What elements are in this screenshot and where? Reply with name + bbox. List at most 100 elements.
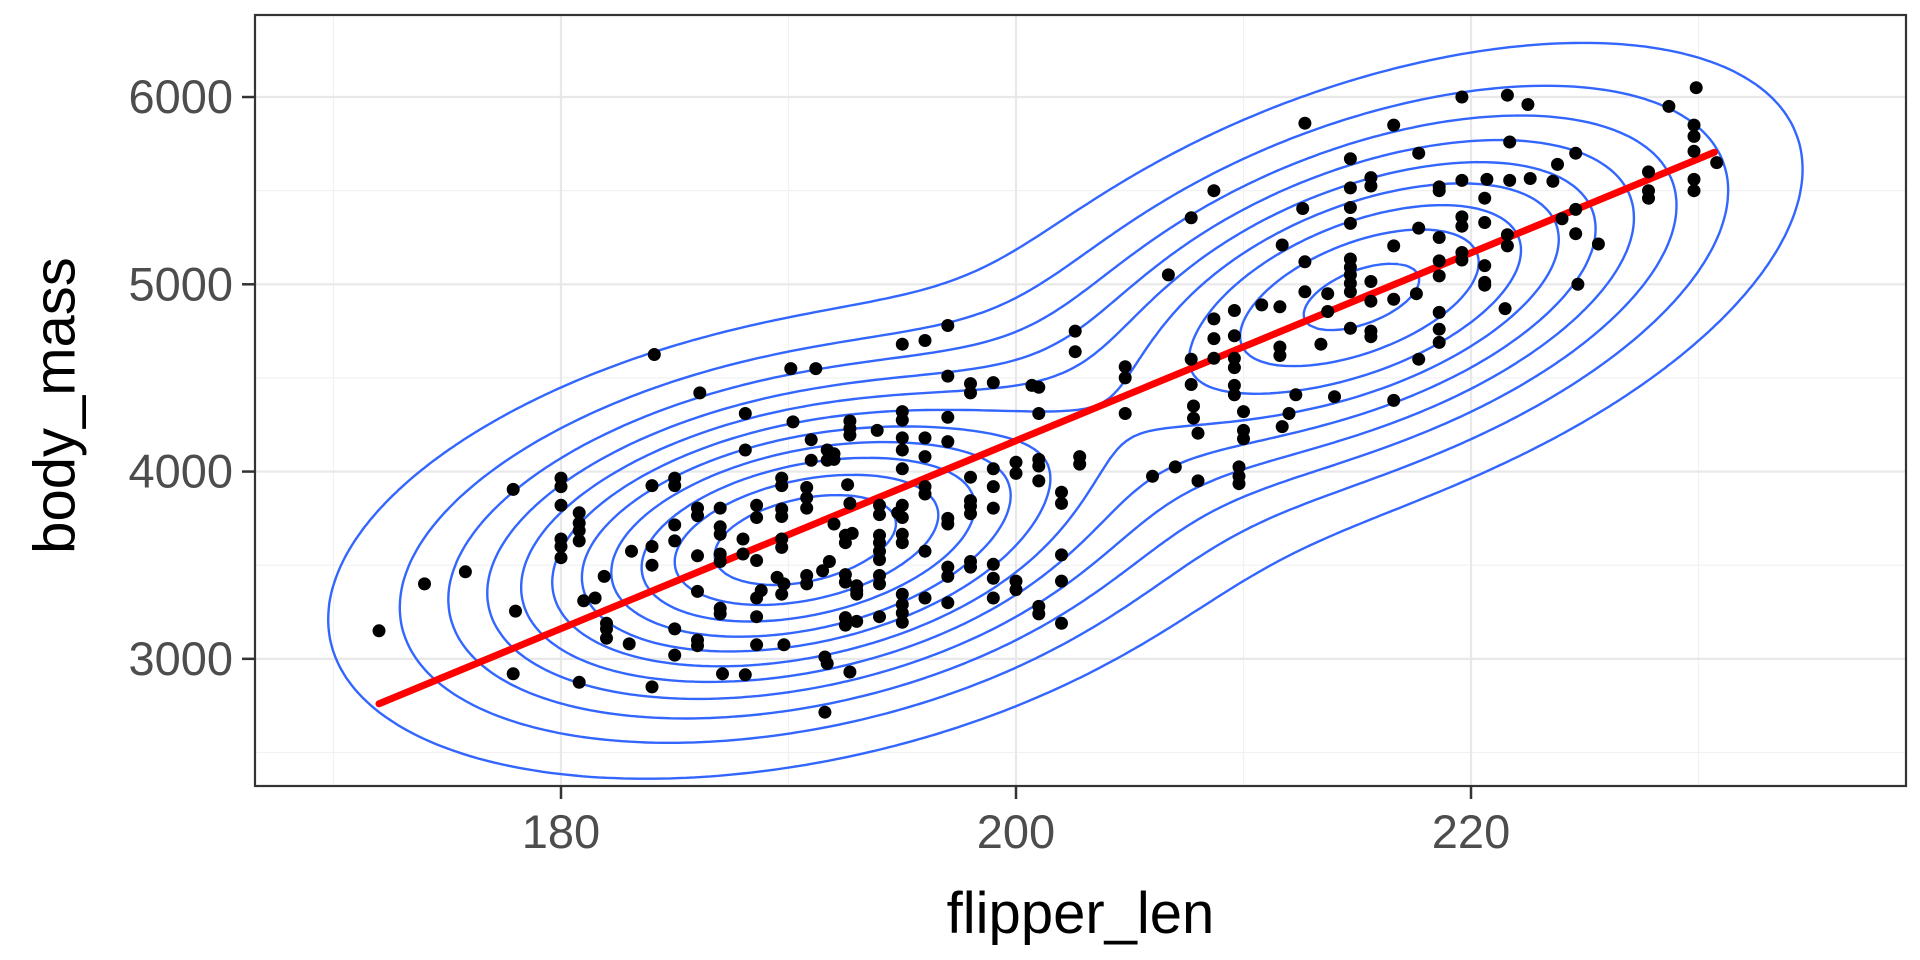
data-point bbox=[895, 615, 909, 629]
data-point bbox=[554, 540, 568, 553]
data-point bbox=[1168, 460, 1182, 474]
data-point bbox=[1455, 219, 1469, 233]
y-tick-label: 3000 bbox=[128, 632, 233, 685]
data-point bbox=[713, 501, 727, 515]
data-point bbox=[693, 386, 707, 400]
data-point bbox=[738, 443, 752, 457]
data-point bbox=[1227, 329, 1241, 343]
density-contour-level bbox=[447, 114, 1678, 720]
data-point bbox=[1500, 88, 1514, 102]
density-contour-level bbox=[398, 84, 1730, 744]
data-point bbox=[713, 527, 727, 541]
data-point bbox=[1032, 459, 1046, 473]
data-point bbox=[1343, 285, 1357, 299]
data-point bbox=[784, 362, 798, 376]
data-point bbox=[572, 534, 586, 548]
data-point bbox=[577, 594, 591, 608]
data-point bbox=[827, 452, 841, 466]
data-point bbox=[572, 506, 586, 520]
data-point bbox=[1146, 469, 1159, 483]
data-point bbox=[1055, 485, 1068, 499]
data-point bbox=[895, 443, 909, 457]
data-point bbox=[1296, 202, 1310, 215]
data-point bbox=[1343, 152, 1357, 166]
data-point bbox=[1455, 210, 1469, 224]
data-point bbox=[1161, 268, 1175, 282]
data-point bbox=[818, 705, 832, 719]
data-point bbox=[1478, 278, 1492, 292]
data-point bbox=[1571, 277, 1585, 291]
data-point bbox=[622, 637, 636, 651]
data-point bbox=[838, 618, 852, 632]
data-point bbox=[1432, 269, 1446, 283]
data-point bbox=[736, 532, 750, 546]
data-point bbox=[800, 501, 814, 515]
data-point bbox=[1055, 616, 1068, 630]
data-point bbox=[1551, 157, 1564, 171]
data-point bbox=[1687, 118, 1701, 132]
data-point bbox=[458, 565, 472, 579]
data-point bbox=[850, 587, 864, 601]
panel-border bbox=[253, 13, 1908, 788]
data-point bbox=[1314, 337, 1328, 351]
data-point bbox=[1321, 287, 1335, 301]
data-point bbox=[1273, 349, 1287, 362]
data-point bbox=[1412, 146, 1426, 160]
data-point bbox=[1055, 574, 1068, 588]
data-point bbox=[668, 518, 682, 532]
data-point bbox=[1500, 239, 1514, 253]
data-point bbox=[843, 665, 857, 679]
data-point bbox=[716, 667, 729, 681]
data-point bbox=[1569, 202, 1583, 216]
data-point bbox=[1298, 285, 1312, 299]
data-point bbox=[1642, 191, 1655, 205]
data-point bbox=[625, 544, 638, 558]
data-point bbox=[873, 553, 886, 567]
data-point bbox=[918, 544, 932, 558]
data-point bbox=[895, 431, 909, 445]
data-point bbox=[1187, 399, 1200, 413]
data-point bbox=[691, 549, 704, 563]
data-point bbox=[1364, 275, 1378, 288]
data-point bbox=[895, 536, 909, 550]
data-point bbox=[804, 433, 818, 447]
data-point bbox=[1237, 432, 1250, 446]
data-point bbox=[1480, 172, 1494, 186]
y-tick-label: 6000 bbox=[128, 70, 233, 123]
data-point bbox=[1432, 254, 1446, 268]
data-point bbox=[1500, 228, 1514, 242]
data-point bbox=[1232, 477, 1246, 491]
data-point bbox=[986, 480, 1000, 494]
data-point bbox=[1503, 135, 1517, 149]
data-point bbox=[843, 496, 857, 510]
data-point bbox=[1273, 300, 1287, 314]
data-point bbox=[1025, 378, 1039, 392]
data-point bbox=[645, 540, 659, 553]
data-point bbox=[668, 648, 682, 662]
data-point bbox=[1687, 172, 1701, 186]
y-tick-label: 5000 bbox=[128, 257, 233, 310]
data-point bbox=[1432, 231, 1446, 244]
data-point bbox=[964, 507, 977, 521]
data-point bbox=[1118, 407, 1132, 420]
data-point bbox=[418, 577, 431, 591]
data-point bbox=[1387, 393, 1401, 407]
data-point bbox=[800, 577, 814, 591]
data-point bbox=[841, 478, 855, 492]
data-point bbox=[1521, 98, 1535, 111]
data-point bbox=[986, 376, 1000, 390]
data-point bbox=[588, 591, 602, 605]
data-point bbox=[895, 587, 909, 601]
data-point bbox=[1689, 81, 1703, 95]
data-point bbox=[918, 450, 932, 464]
data-point bbox=[777, 577, 791, 591]
data-point bbox=[691, 639, 704, 653]
data-point bbox=[1068, 324, 1082, 338]
data-point bbox=[870, 423, 884, 437]
data-point bbox=[572, 675, 586, 689]
data-point bbox=[554, 480, 568, 494]
data-point bbox=[1207, 184, 1221, 198]
data-point bbox=[964, 377, 977, 391]
